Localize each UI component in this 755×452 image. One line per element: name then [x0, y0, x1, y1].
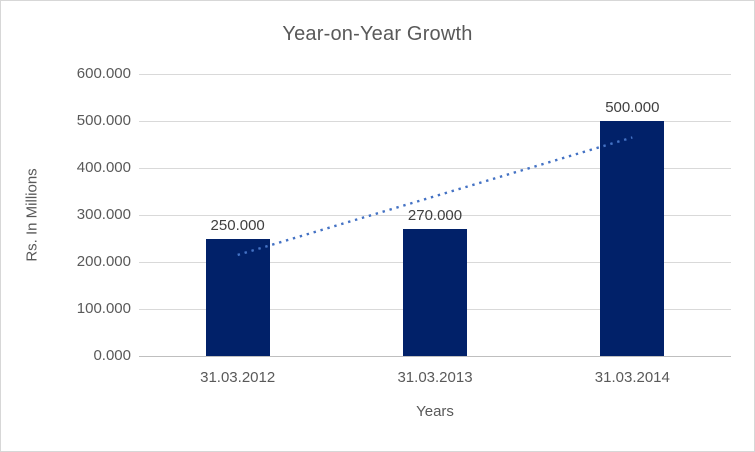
bar-31.03.2012	[205, 238, 270, 356]
data-label: 270.000	[407, 207, 463, 225]
y-tick-label: 200.000	[76, 253, 131, 270]
chart-title: Year-on-Year Growth	[282, 23, 473, 45]
x-axis-title: Years	[416, 403, 454, 420]
bar-31.03.2014	[600, 121, 665, 356]
data-label: 250.000	[210, 216, 265, 234]
x-tick-label: 31.03.2014	[594, 369, 670, 386]
y-tick-label: 400.000	[76, 159, 131, 176]
data-label: 500.000	[605, 99, 660, 116]
gridline	[139, 121, 731, 122]
bar-31.03.2013	[403, 229, 467, 356]
y-tick-label: 100.000	[76, 300, 131, 317]
y-tick-label: 600.000	[76, 65, 131, 82]
y-tick-label: 300.000	[76, 206, 131, 223]
y-tick-label: 0.000	[93, 347, 131, 364]
gridline	[139, 74, 731, 75]
x-tick-label: 31.03.2013	[397, 369, 473, 386]
x-axis-line	[139, 356, 731, 357]
y-tick-label: 500.000	[76, 112, 131, 129]
x-tick-label: 31.03.2012	[200, 369, 276, 386]
